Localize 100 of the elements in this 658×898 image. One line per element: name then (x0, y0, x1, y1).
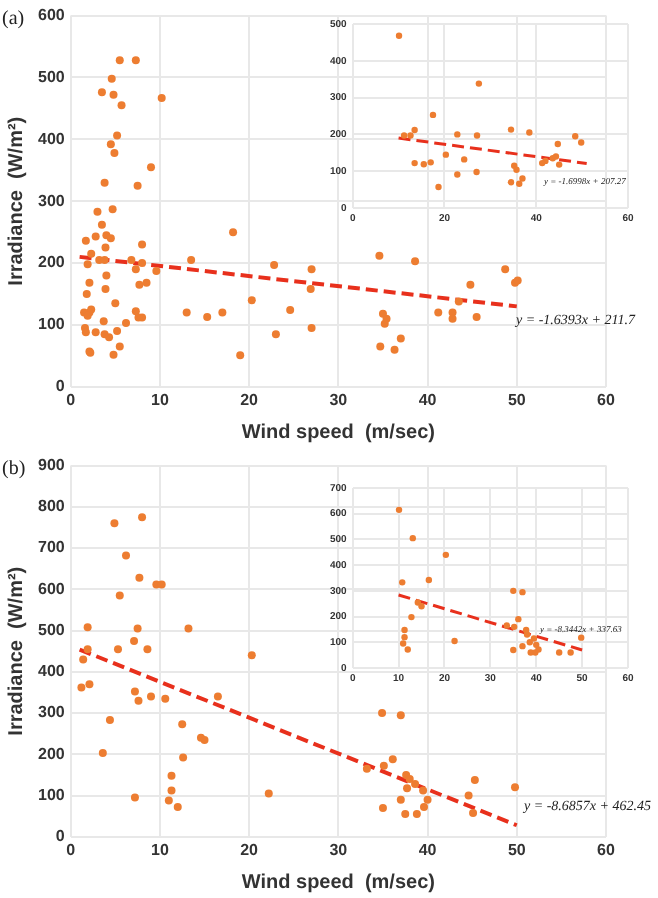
point (578, 139, 585, 146)
point (130, 793, 139, 802)
y-tick-label: 800 (37, 497, 66, 516)
point (98, 749, 107, 758)
point (503, 622, 511, 629)
point (515, 615, 522, 623)
point (399, 640, 407, 647)
point (143, 645, 152, 654)
point (113, 645, 122, 654)
point (507, 179, 515, 186)
point (399, 579, 406, 586)
x-tick-label: 20 (240, 390, 260, 409)
point (395, 32, 403, 39)
point (184, 624, 193, 633)
point (464, 791, 473, 800)
x-axis-title: Wind speed (m/sec) (241, 421, 435, 444)
point (454, 131, 461, 138)
y-tick-label: 300 (37, 191, 66, 210)
point (401, 633, 408, 641)
point (396, 795, 405, 804)
point (83, 645, 92, 654)
point (400, 132, 408, 139)
point (412, 810, 421, 819)
point (420, 161, 428, 168)
point (213, 692, 222, 701)
point (442, 551, 450, 559)
point (554, 140, 561, 148)
point (115, 591, 124, 600)
y-tick-label: 600 (37, 6, 66, 25)
point (511, 623, 518, 631)
point (403, 784, 412, 793)
point (83, 623, 92, 632)
point (454, 171, 461, 178)
x-tick-label: 60 (597, 390, 616, 409)
point (567, 649, 574, 656)
point (388, 755, 397, 764)
point (423, 795, 432, 804)
point (138, 513, 147, 522)
y-tick-label: 400 (37, 129, 66, 148)
point (427, 159, 434, 166)
point (134, 696, 143, 705)
text: (b) (2, 458, 26, 480)
point (378, 803, 387, 812)
point (555, 649, 563, 656)
y-tick-label: 500 (37, 620, 66, 639)
point (130, 687, 139, 696)
point (460, 156, 468, 163)
y-tick-label: 100 (37, 785, 66, 804)
x-tick-label: 10 (151, 390, 170, 409)
y-tick-label: 0 (55, 827, 66, 846)
point (408, 613, 415, 621)
point (395, 506, 403, 514)
x-tick-label: 10 (151, 840, 170, 859)
point (405, 775, 414, 784)
point (362, 764, 371, 773)
point (110, 519, 119, 528)
point (510, 646, 517, 654)
point (179, 753, 188, 762)
x-axis-title: Wind speed (m/sec) (241, 871, 435, 894)
point (79, 655, 88, 664)
x-tick-label: 30 (329, 390, 349, 409)
y-tick-label: 400 (37, 662, 66, 681)
point (396, 711, 405, 720)
point (409, 534, 416, 542)
point (85, 680, 94, 689)
point (414, 599, 422, 606)
point (130, 636, 139, 645)
point (555, 161, 563, 168)
text: (a) (2, 8, 25, 30)
point (378, 709, 387, 718)
point (511, 783, 519, 792)
point (77, 683, 86, 692)
y-tick-label: 100 (37, 315, 66, 334)
x-tick-label: 40 (418, 390, 438, 409)
point (475, 80, 483, 87)
point (122, 551, 131, 560)
point (401, 810, 410, 819)
point (429, 111, 437, 119)
point (178, 720, 187, 729)
point (411, 159, 418, 167)
point (411, 126, 418, 134)
point (264, 789, 273, 798)
point (519, 175, 526, 182)
y-axis-title: Irradiance (W/m²) (5, 566, 28, 736)
x-tick-label: 40 (418, 840, 438, 859)
point (164, 796, 173, 805)
point (407, 132, 414, 139)
point (516, 180, 523, 187)
x-tick-label: 50 (507, 840, 527, 859)
y-tick-label: 900 (37, 456, 66, 475)
point (526, 129, 533, 136)
point (247, 651, 256, 660)
y-tick-label: 0 (55, 377, 66, 396)
point (470, 775, 479, 784)
y-tick-label: 700 (37, 538, 66, 557)
x-tick-label: 60 (597, 840, 616, 859)
point (167, 771, 176, 780)
y-tick-label: 600 (37, 579, 66, 598)
y-tick-label: 500 (37, 67, 66, 86)
x-tick-label: 20 (240, 840, 260, 859)
